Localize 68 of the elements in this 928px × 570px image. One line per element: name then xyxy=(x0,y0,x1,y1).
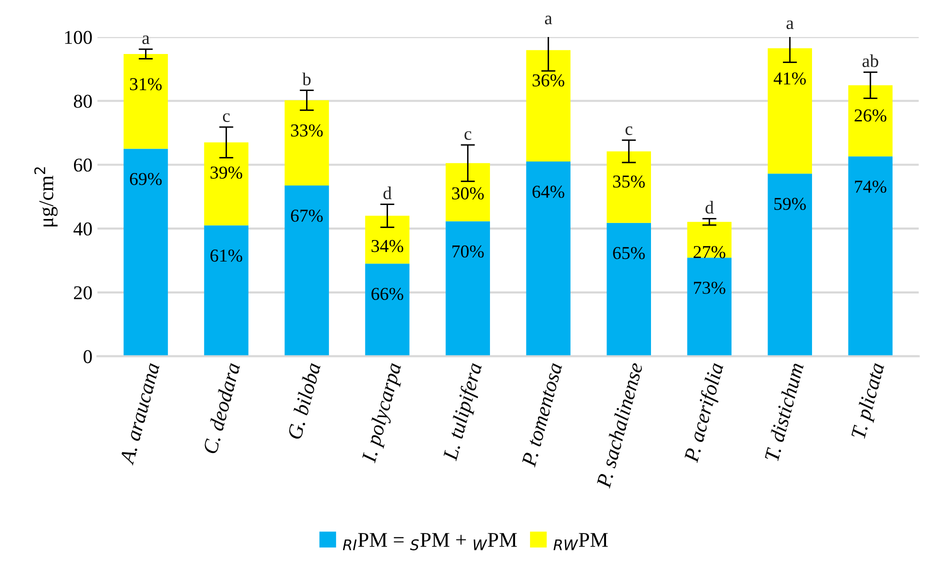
annotation: 35% xyxy=(613,175,645,188)
annotation: 70% xyxy=(452,245,484,258)
annotation: 34% xyxy=(372,240,404,252)
annotation: 69% xyxy=(130,172,162,186)
x-tick-label: L. tulipifera xyxy=(442,362,486,462)
x-tick-label: A. araucana xyxy=(119,362,160,466)
bar xyxy=(204,142,248,226)
x-tick-label: P. tomentosa xyxy=(522,362,562,468)
y-tick-label: 80 xyxy=(74,94,92,108)
annotation: 26% xyxy=(854,109,886,122)
bar xyxy=(284,100,329,186)
legend-label: $_{RW}$PM xyxy=(554,533,608,550)
bar xyxy=(365,216,410,264)
annotation: 27% xyxy=(694,246,726,258)
bar xyxy=(687,222,732,258)
bar xyxy=(124,148,168,356)
bar xyxy=(446,221,490,356)
annotation: 73% xyxy=(694,282,726,294)
legend-label: $_{RI}$PM = $_{S}$PM + $_{W}$PM xyxy=(342,533,517,550)
annotation: 67% xyxy=(291,210,323,222)
y-tick-label: 20 xyxy=(74,286,92,300)
x-tick-label: T. plicata xyxy=(850,362,888,440)
annotation: 41% xyxy=(774,72,806,85)
bar xyxy=(365,264,410,356)
bar xyxy=(848,85,893,156)
bar xyxy=(446,163,490,222)
annotation: 30% xyxy=(452,187,484,200)
bar xyxy=(848,156,893,356)
y-tick-label: 100 xyxy=(65,30,92,44)
bar xyxy=(526,162,570,356)
annotation: d xyxy=(706,200,714,214)
annotation: 65% xyxy=(613,246,645,260)
y-tick-label: 60 xyxy=(74,158,92,172)
y-axis-title: μg/cm$^{2}$ xyxy=(34,167,58,226)
annotation: 64% xyxy=(532,186,564,198)
x-tick-label: G. biloba xyxy=(286,362,321,440)
annotation: ab xyxy=(862,54,878,68)
annotation: 59% xyxy=(774,198,806,210)
annotation: 36% xyxy=(532,74,564,87)
annotation: c xyxy=(626,126,632,136)
annotation: c xyxy=(222,113,230,122)
x-tick-label: C. deodara xyxy=(202,362,240,454)
annotation: a xyxy=(142,35,150,44)
annotation: b xyxy=(302,72,311,86)
bar xyxy=(687,258,732,356)
annotation: d xyxy=(383,186,392,200)
annotation: 74% xyxy=(855,180,886,193)
y-tick-label: 40 xyxy=(74,222,92,236)
bar xyxy=(768,174,812,356)
annotation: 66% xyxy=(372,288,404,300)
annotation: a xyxy=(544,16,552,24)
annotation: 61% xyxy=(210,250,242,262)
annotation: 39% xyxy=(210,166,242,179)
annotation: 33% xyxy=(291,124,323,137)
bar xyxy=(768,48,812,174)
y-tick-label: 0 xyxy=(84,350,92,364)
x-tick-label: T. distichum xyxy=(764,362,804,462)
annotation: c xyxy=(464,131,472,140)
x-tick-label: P. acerifolia xyxy=(683,362,728,464)
annotation: a xyxy=(786,20,794,30)
x-tick-label: I. polycarpa xyxy=(360,362,406,464)
bar xyxy=(526,50,570,162)
bar xyxy=(284,185,329,356)
bar xyxy=(606,222,651,356)
bar xyxy=(124,54,168,149)
bar xyxy=(606,151,651,223)
bar xyxy=(204,225,248,356)
annotation: 31% xyxy=(130,78,162,90)
